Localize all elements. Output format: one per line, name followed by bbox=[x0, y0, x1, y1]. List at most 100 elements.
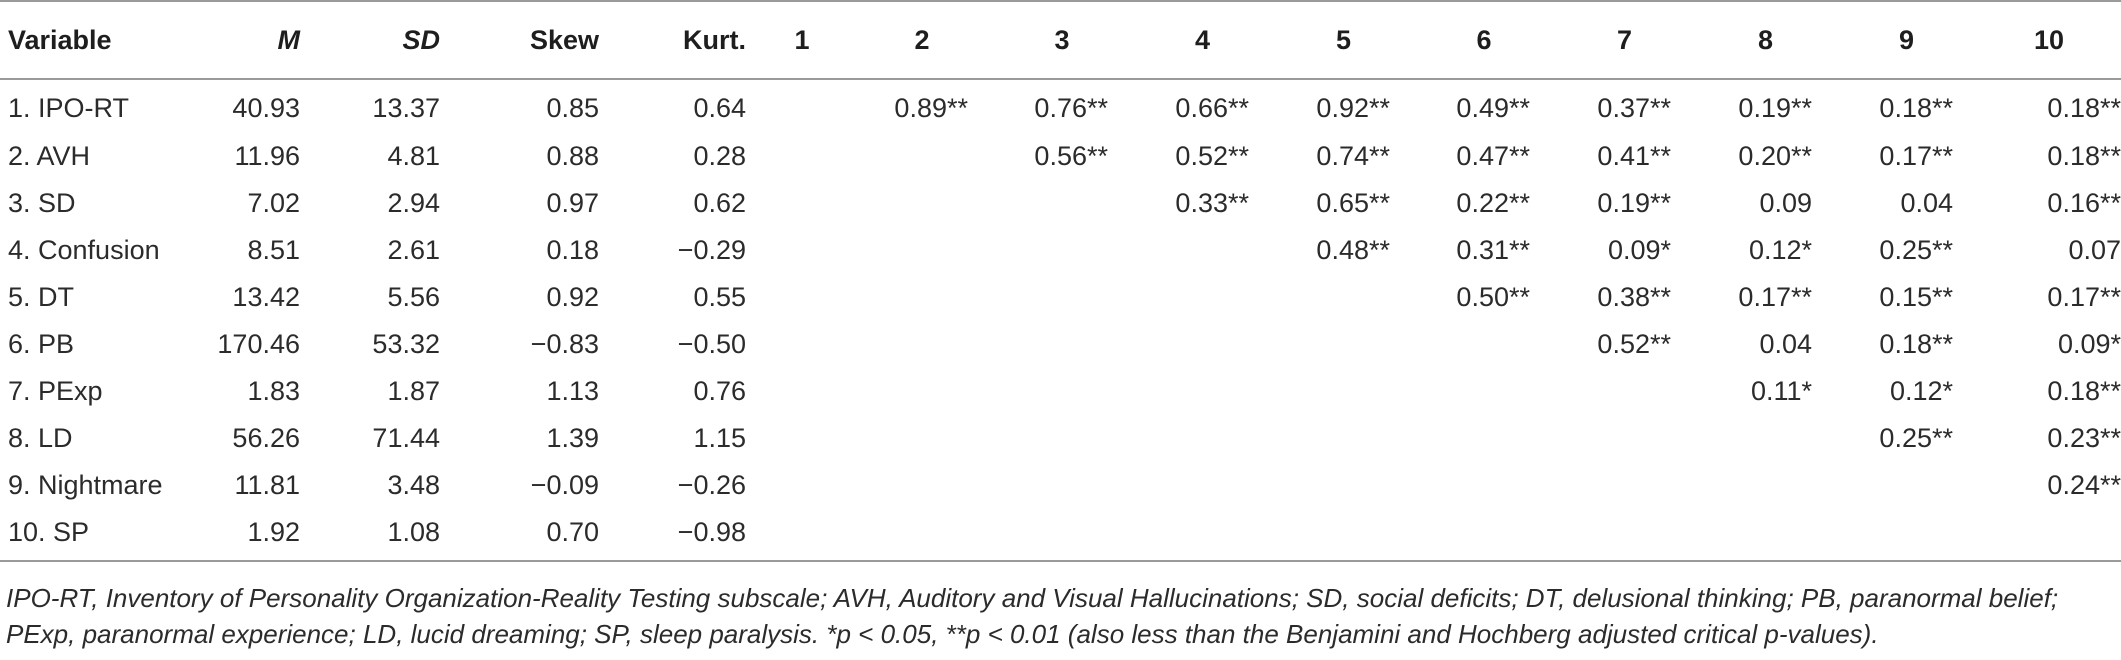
header-kurtosis: Kurt. bbox=[607, 0, 752, 80]
table-row: 5. DT 13.42 5.56 0.92 0.55 0.50** 0.38** 0.17**… bbox=[0, 274, 2121, 321]
header-col-4: 4 bbox=[1132, 0, 1273, 80]
correlation-table: Variable M SD Skew Kurt. 1 2 3 4 5 6 7 8… bbox=[0, 0, 2121, 562]
correlation-cell bbox=[1132, 462, 1273, 509]
correlation-cell: 0.19** bbox=[1597, 188, 1671, 218]
sd-cell: 2.61 bbox=[387, 235, 440, 265]
correlation-cell bbox=[752, 462, 852, 509]
mean-cell: 11.96 bbox=[234, 141, 300, 171]
mean-cell: 40.93 bbox=[232, 93, 300, 123]
correlation-cell bbox=[852, 509, 992, 562]
correlation-cell bbox=[992, 509, 1132, 562]
table-row: 6. PB 170.46 53.32 −0.83 −0.50 0.52** 0.04 0.18… bbox=[0, 321, 2121, 368]
row-label: 3. SD bbox=[8, 188, 76, 218]
correlation-cell bbox=[1695, 509, 1836, 562]
correlation-cell: 0.18** bbox=[1879, 329, 1953, 359]
mean-cell: 13.42 bbox=[232, 282, 300, 312]
correlation-cell bbox=[1273, 509, 1414, 562]
correlation-cell: 0.76** bbox=[1034, 93, 1108, 123]
header-mean: M bbox=[170, 0, 322, 80]
correlation-cell: 0.25** bbox=[1879, 423, 1953, 453]
skew-cell: 1.39 bbox=[546, 423, 599, 453]
correlation-cell bbox=[1414, 415, 1554, 462]
correlation-cell bbox=[1132, 415, 1273, 462]
correlation-cell bbox=[992, 368, 1132, 415]
correlation-cell bbox=[852, 462, 992, 509]
kurtosis-cell: 1.15 bbox=[693, 423, 746, 453]
sd-cell: 1.87 bbox=[387, 376, 440, 406]
correlation-cell bbox=[992, 227, 1132, 274]
header-row: Variable M SD Skew Kurt. 1 2 3 4 5 6 7 8… bbox=[0, 0, 2121, 80]
header-variable: Variable bbox=[0, 0, 170, 80]
correlation-cell: 0.15** bbox=[1879, 282, 1953, 312]
correlation-cell: 0.22** bbox=[1456, 188, 1530, 218]
correlation-cell bbox=[852, 133, 992, 180]
correlation-cell: 0.04 bbox=[1900, 188, 1953, 218]
correlation-cell bbox=[752, 133, 852, 180]
sd-cell: 5.56 bbox=[387, 282, 440, 312]
table-row: 10. SP 1.92 1.08 0.70 −0.98 bbox=[0, 509, 2121, 562]
correlation-cell bbox=[1132, 274, 1273, 321]
correlation-cell: 0.11* bbox=[1750, 376, 1812, 406]
sd-cell: 13.37 bbox=[372, 93, 440, 123]
correlation-cell: 0.50** bbox=[1456, 282, 1530, 312]
correlation-cell: 0.66** bbox=[1175, 93, 1249, 123]
skew-cell: 0.92 bbox=[546, 282, 599, 312]
table-row: 7. PExp 1.83 1.87 1.13 0.76 0.11* 0.12* 0.18** bbox=[0, 368, 2121, 415]
skew-cell: −0.09 bbox=[530, 470, 599, 500]
mean-cell: 1.83 bbox=[247, 376, 300, 406]
correlation-cell: 0.09 bbox=[1759, 188, 1812, 218]
row-label: 1. IPO-RT bbox=[8, 93, 130, 123]
correlation-cell: 0.09* bbox=[2057, 329, 2121, 359]
table-row: 2. AVH 11.96 4.81 0.88 0.28 0.56** 0.52** 0.74*… bbox=[0, 133, 2121, 180]
correlation-cell bbox=[852, 274, 992, 321]
header-col-10: 10 bbox=[1977, 0, 2121, 80]
row-label: 8. LD bbox=[8, 423, 73, 453]
sd-cell: 2.94 bbox=[387, 188, 440, 218]
header-col-2: 2 bbox=[852, 0, 992, 80]
mean-cell: 1.92 bbox=[170, 509, 322, 562]
correlation-cell bbox=[1273, 321, 1414, 368]
header-col-1: 1 bbox=[752, 0, 852, 80]
correlation-cell: 0.12* bbox=[1889, 376, 1953, 406]
row-label: 4. Confusion bbox=[8, 235, 160, 265]
correlation-cell bbox=[752, 509, 852, 562]
correlation-cell: 0.33** bbox=[1175, 188, 1249, 218]
correlation-cell bbox=[1836, 509, 1977, 562]
correlation-cell bbox=[852, 321, 992, 368]
correlation-cell: 0.56** bbox=[1034, 141, 1108, 171]
correlation-cell bbox=[1554, 415, 1695, 462]
correlation-cell: 0.24** bbox=[2047, 470, 2121, 500]
correlation-cell bbox=[852, 180, 992, 227]
correlation-cell bbox=[1414, 321, 1554, 368]
kurtosis-cell: 0.64 bbox=[693, 93, 746, 123]
correlation-cell: 0.04 bbox=[1759, 329, 1812, 359]
table-row: 1. IPO-RT 40.93 13.37 0.85 0.64 0.89** 0.76** 0… bbox=[0, 79, 2121, 133]
correlation-cell: 0.17** bbox=[1879, 141, 1953, 171]
skew-cell: 1.13 bbox=[546, 376, 599, 406]
sd-cell: 4.81 bbox=[387, 141, 440, 171]
mean-cell: 170.46 bbox=[217, 329, 300, 359]
correlation-cell bbox=[752, 227, 852, 274]
correlation-cell bbox=[752, 274, 852, 321]
correlation-cell bbox=[752, 79, 852, 133]
mean-cell: 56.26 bbox=[232, 423, 300, 453]
correlation-cell: 0.49** bbox=[1456, 93, 1530, 123]
correlation-cell bbox=[1132, 509, 1273, 562]
correlation-cell bbox=[1273, 462, 1414, 509]
sd-cell: 71.44 bbox=[372, 423, 440, 453]
correlation-cell: 0.18** bbox=[2047, 93, 2121, 123]
mean-cell: 7.02 bbox=[247, 188, 300, 218]
header-col-6: 6 bbox=[1414, 0, 1554, 80]
kurtosis-cell: −0.98 bbox=[607, 509, 752, 562]
correlation-cell bbox=[852, 415, 992, 462]
correlation-cell: 0.37** bbox=[1597, 93, 1671, 123]
correlation-cell: 0.18** bbox=[2047, 376, 2121, 406]
header-col-8: 8 bbox=[1695, 0, 1836, 80]
correlation-cell bbox=[1414, 509, 1554, 562]
correlation-cell bbox=[992, 462, 1132, 509]
correlation-cell bbox=[1836, 462, 1977, 509]
kurtosis-cell: −0.26 bbox=[677, 470, 746, 500]
correlation-cell bbox=[1414, 368, 1554, 415]
correlation-cell: 0.16** bbox=[2047, 188, 2121, 218]
correlation-cell bbox=[1273, 368, 1414, 415]
